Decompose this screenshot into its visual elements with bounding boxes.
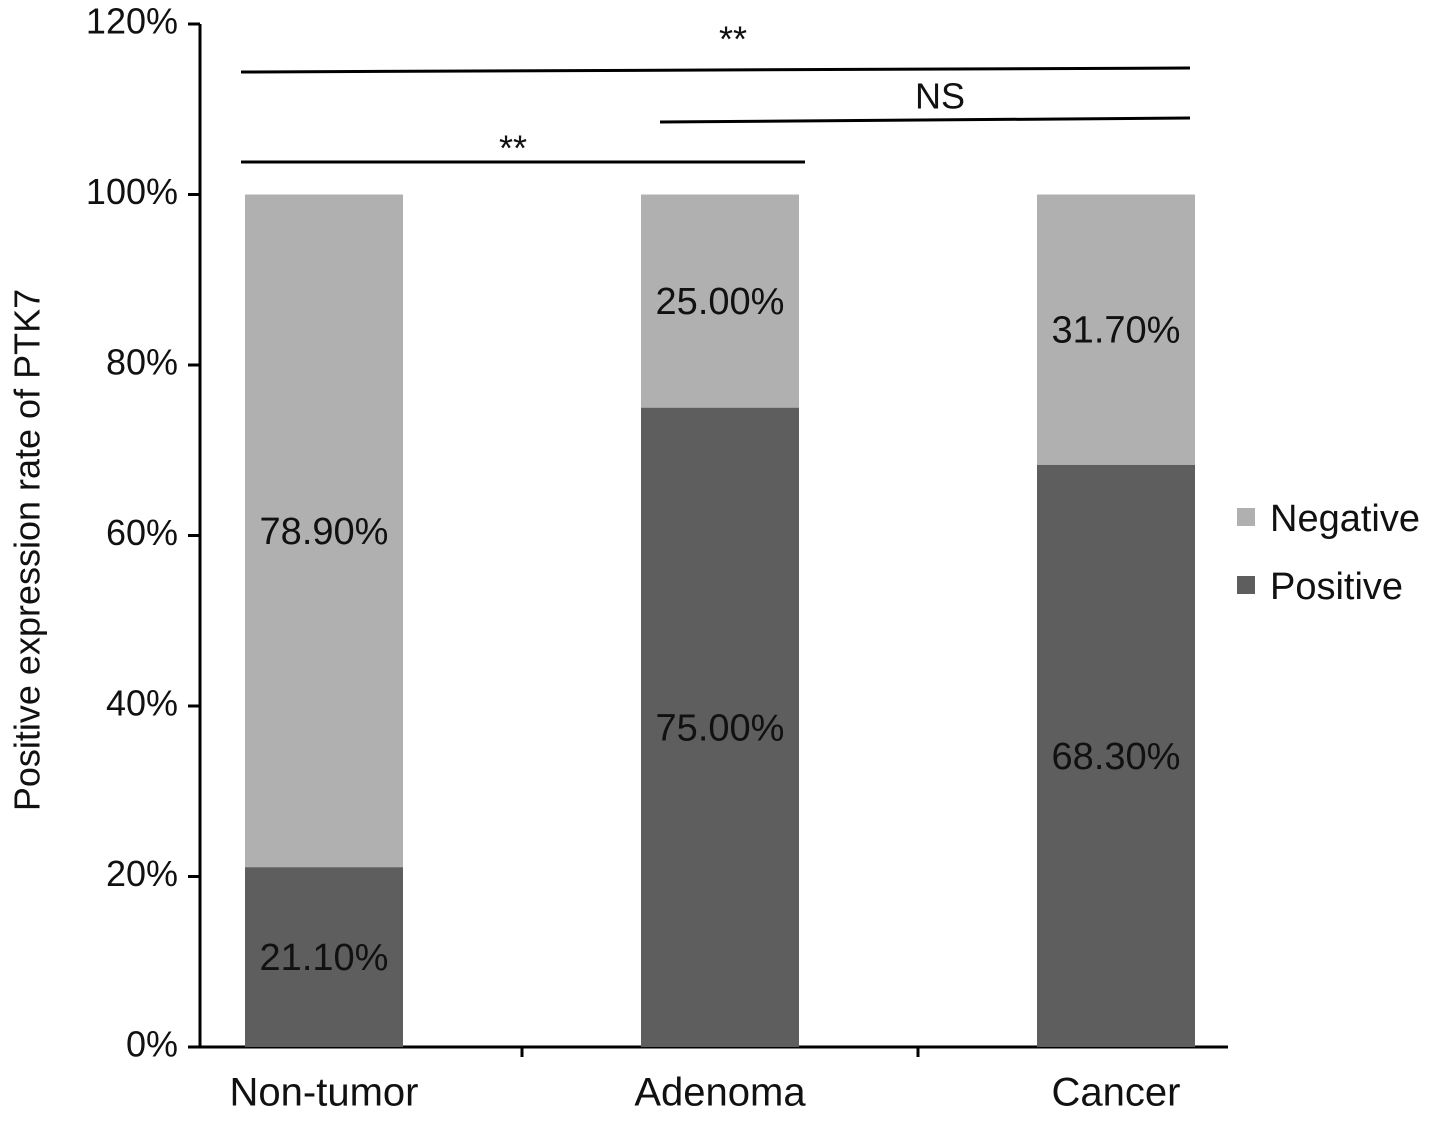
data-label: 31.70%: [1052, 310, 1181, 352]
bar-segment: [245, 867, 403, 1047]
bar-segment: [641, 407, 799, 1047]
significance-label: **: [719, 19, 747, 60]
y-tick-label: 80%: [106, 342, 178, 383]
data-label: 75.00%: [656, 707, 785, 749]
y-tick-label: 60%: [106, 512, 178, 553]
bar-segment: [1037, 464, 1195, 1047]
significance-label: NS: [915, 76, 965, 117]
bar-segment: [1037, 194, 1195, 465]
y-tick-label: 100%: [86, 171, 178, 212]
data-label: 25.00%: [656, 281, 785, 323]
significance-label: **: [499, 128, 527, 169]
x-tick-label: Non-tumor: [230, 1071, 419, 1115]
y-tick-label: 20%: [106, 853, 178, 894]
x-tick-label: Adenoma: [634, 1071, 806, 1115]
x-tick-label: Cancer: [1052, 1071, 1181, 1115]
data-label: 68.30%: [1052, 736, 1181, 778]
bar-segment: [245, 194, 403, 868]
significance-line: [240, 66, 1191, 74]
y-tick-label: 120%: [86, 1, 178, 42]
y-tick-label: 40%: [106, 683, 178, 724]
y-tick-label: 0%: [126, 1024, 178, 1065]
legend-swatch: [1237, 576, 1255, 594]
data-label: 21.10%: [260, 937, 389, 979]
bar-segment: [641, 194, 799, 408]
y-axis-label: Positive expression rate of PTK7: [7, 289, 48, 811]
legend-swatch: [1237, 508, 1255, 526]
significance-line: [659, 116, 1191, 124]
legend-label: Positive: [1270, 566, 1403, 608]
data-label: 78.90%: [260, 511, 389, 553]
legend-label: Negative: [1270, 498, 1420, 540]
